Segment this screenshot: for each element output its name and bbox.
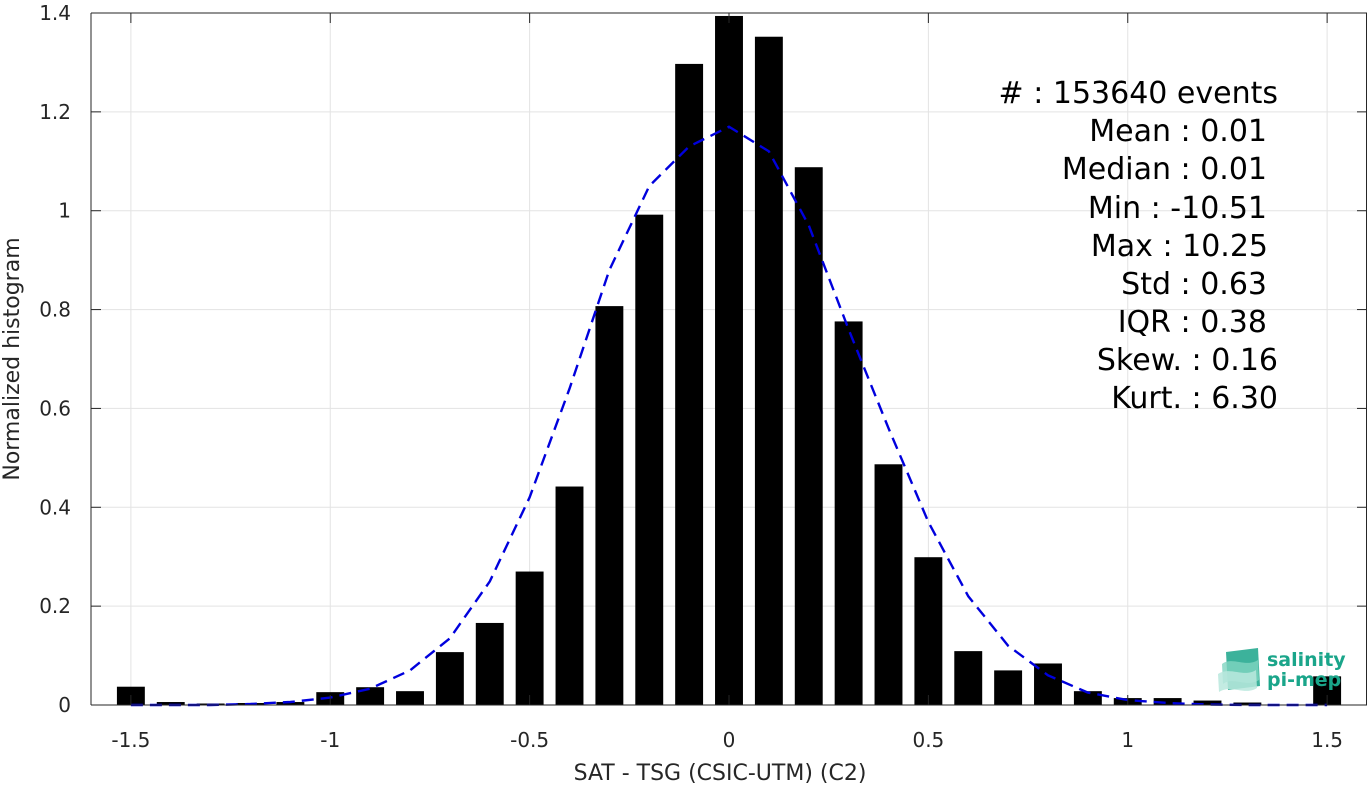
y-tick-label-4: 0.8 [39,298,71,322]
histogram-bar-7 [396,691,424,705]
logo-waves-icon [1218,648,1260,692]
histogram-bar-11 [555,486,584,705]
x-tick-label-6: 1.5 [1311,728,1343,752]
histogram-bar-6 [356,687,385,705]
stats-box: # : 153640 events Mean : 0.01 Median : 0… [999,76,1278,416]
histogram-bar-26 [1153,698,1182,705]
histogram-bar-12 [595,306,624,705]
x-tick-label-5: 1 [1121,728,1134,752]
x-tick-label-3: 0 [723,728,736,752]
stat-count: # : 153640 events [999,76,1278,111]
stat-min: Min : -10.51 [1088,191,1267,226]
histogram-bar-9 [475,622,504,705]
histogram-bar-21 [954,651,983,705]
histogram-bar-27 [1193,700,1222,705]
histogram-bar-17 [794,167,823,705]
tick-labels: -1.5 -1 -0.5 0 0.5 1 1.5 0 0.2 0.4 0.6 0.8 1 1.2 1.4 [39,1,1343,752]
y-tick-label-0: 0 [58,693,71,717]
histogram-bar-23 [1034,663,1062,705]
histogram-bar-22 [994,670,1023,705]
bars [116,15,1342,706]
stat-kurt: Kurt. : 6.30 [1111,381,1278,416]
salinity-pimep-logo: salinity pi-mep [1218,648,1346,692]
y-tick-label-2: 0.4 [39,495,71,519]
histogram-bar-1 [156,702,185,705]
y-tick-label-6: 1.2 [39,100,71,124]
x-tick-label-1: -1 [320,728,340,752]
y-tick-label-7: 1.4 [39,1,71,25]
x-tick-label-4: 0.5 [912,728,944,752]
stat-mean: Mean : 0.01 [1089,114,1267,149]
x-tick-label-2: -0.5 [510,728,549,752]
y-axis-label: Normalized histogram [0,237,25,480]
y-tick-label-1: 0.2 [39,594,71,618]
histogram-bar-14 [675,63,704,705]
x-axis-label: SAT - TSG (CSIC-UTM) (C2) [574,761,867,785]
histogram-bar-10 [515,571,544,705]
histogram-bar-4 [276,702,305,705]
histogram-bar-18 [834,321,863,705]
y-tick-label-3: 0.6 [39,396,71,420]
histogram-bar-19 [874,464,903,705]
y-tick-label-5: 1 [58,199,71,223]
histogram-bar-13 [635,214,664,705]
histogram-bar-24 [1073,691,1102,705]
histogram-bar-15 [715,15,743,706]
histogram-bar-8 [435,652,464,705]
stat-std: Std : 0.63 [1121,267,1267,302]
stat-max: Max : 10.25 [1091,229,1268,264]
logo-line1: salinity [1267,649,1346,671]
logo-line2: pi-mep [1267,669,1341,691]
stat-iqr: IQR : 0.38 [1118,305,1267,340]
histogram-bar-28 [1233,702,1262,705]
stat-median: Median : 0.01 [1062,152,1267,187]
x-tick-label-0: -1.5 [111,728,150,752]
stat-skew: Skew. : 0.16 [1097,343,1278,378]
histogram-bar-16 [754,36,783,706]
histogram-bar-20 [914,557,943,705]
